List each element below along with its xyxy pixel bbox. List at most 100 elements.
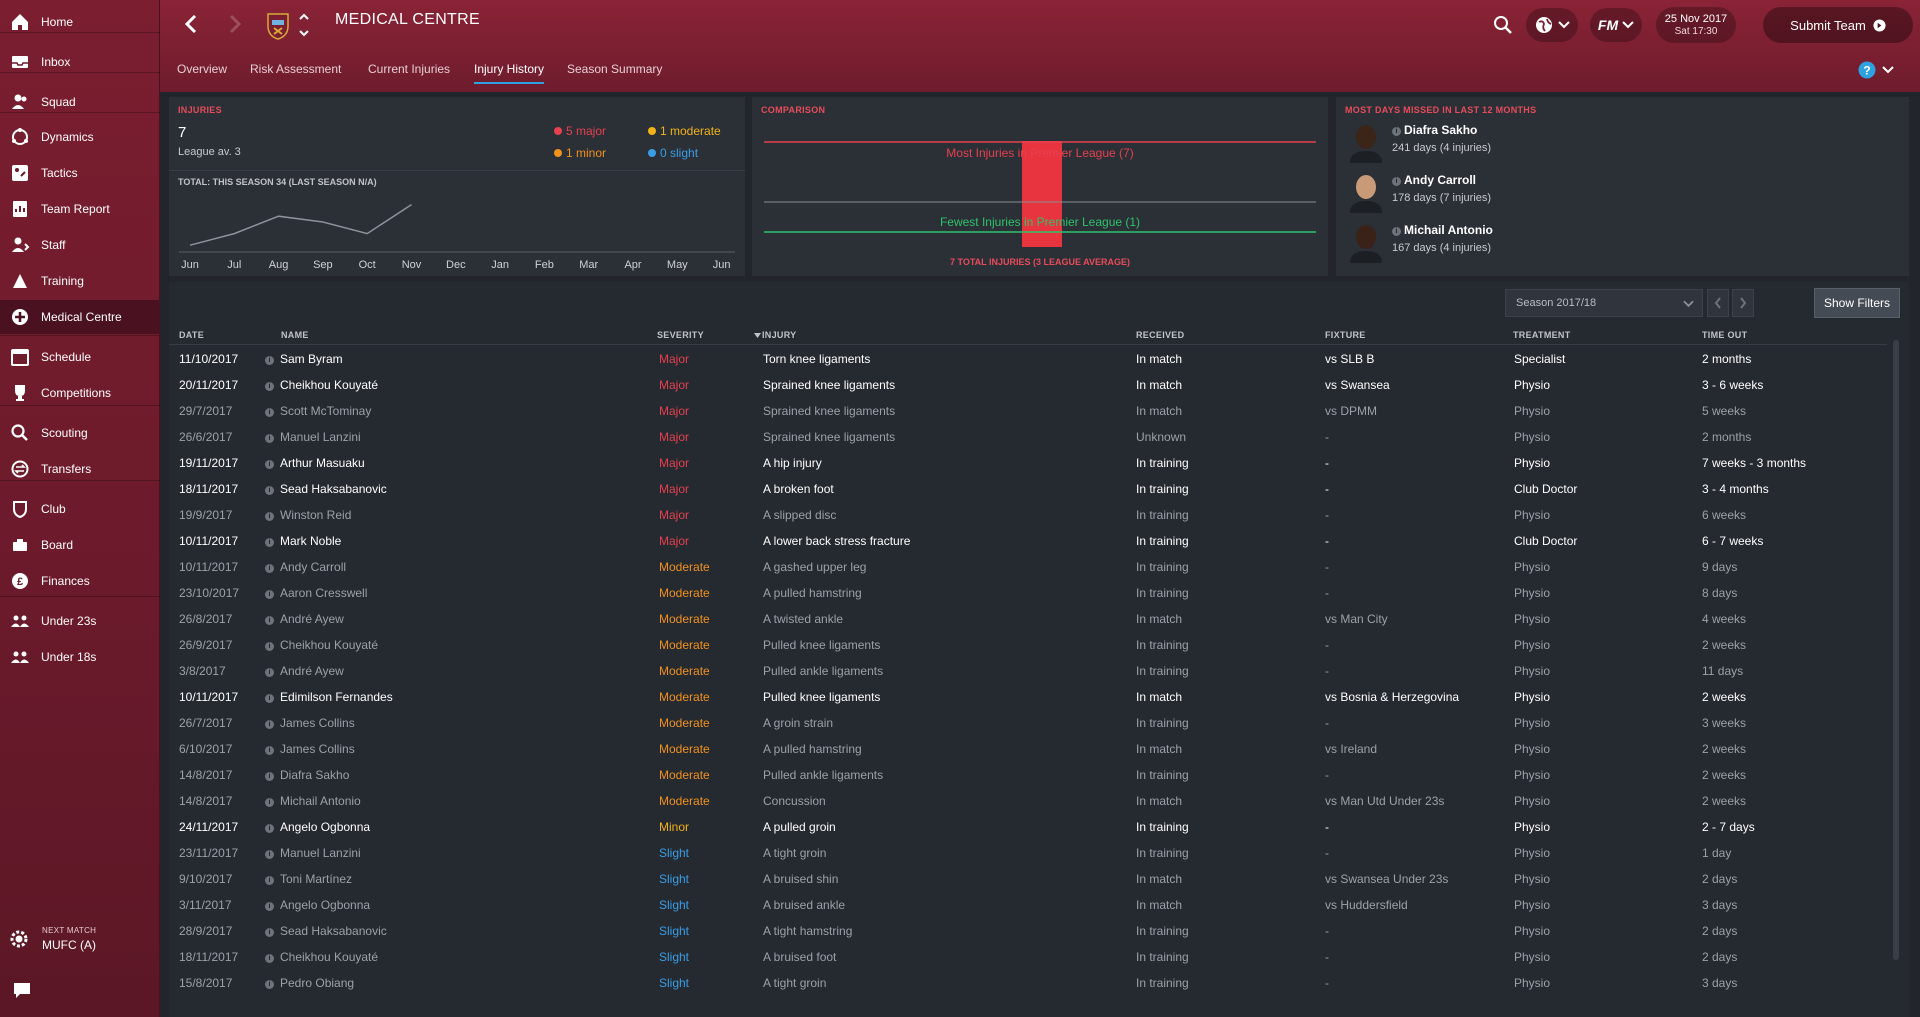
cell-name[interactable]: i Angelo Ogbonna (265, 820, 370, 834)
days-missed-player[interactable]: i Diafra Sakho 241 days (4 injuries) (1346, 119, 1491, 167)
table-row[interactable]: 3/8/2017 i André Ayew Moderate Pulled ankle … (169, 658, 1887, 684)
tab-risk-assessment[interactable]: Risk Assessment (250, 62, 341, 82)
sidebar-item-medical-centre[interactable]: Medical Centre (0, 300, 160, 334)
chat-bubble-icon[interactable] (12, 980, 32, 1000)
player-name[interactable]: James Collins (280, 742, 355, 756)
sidebar-item-under-23s[interactable]: Under 23s (0, 604, 160, 638)
sidebar-item-under-18s[interactable]: Under 18s (0, 640, 160, 674)
club-switch-chevrons-icon[interactable] (298, 12, 310, 38)
col-date[interactable]: DATE (179, 330, 204, 340)
info-icon[interactable]: i (265, 720, 274, 729)
cell-name[interactable]: i Michail Antonio (265, 794, 361, 808)
player-name[interactable]: Cheikhou Kouyaté (280, 638, 378, 652)
world-button[interactable] (1526, 8, 1578, 42)
search-icon[interactable] (1493, 15, 1513, 35)
col-fixture[interactable]: FIXTURE (1325, 330, 1366, 340)
cell-name[interactable]: i Cheikhou Kouyaté (265, 638, 378, 652)
help-icon[interactable]: ? (1858, 61, 1876, 79)
info-icon[interactable]: i (265, 694, 274, 703)
player-name[interactable]: Aaron Cresswell (280, 586, 367, 600)
player-name[interactable]: James Collins (280, 716, 355, 730)
info-icon[interactable]: i (265, 954, 274, 963)
table-row[interactable]: 26/8/2017 i André Ayew Moderate A twisted an… (169, 606, 1887, 632)
sidebar-item-board[interactable]: Board (0, 528, 160, 562)
player-name[interactable]: Sam Byram (280, 352, 343, 366)
table-row[interactable]: 3/11/2017 i Angelo Ogbonna Slight A bruised … (169, 892, 1887, 918)
player-name[interactable]: Edimilson Fernandes (280, 690, 393, 704)
cell-name[interactable]: i Sead Haksabanovic (265, 924, 387, 938)
game-date[interactable]: 25 Nov 2017 Sat 17:30 (1656, 7, 1736, 43)
table-row[interactable]: 9/10/2017 i Toni Martínez Slight A bruised s… (169, 866, 1887, 892)
submit-team-button[interactable]: Submit Team (1763, 7, 1913, 43)
col-treatment[interactable]: TREATMENT (1513, 330, 1571, 340)
sidebar-item-tactics[interactable]: Tactics (0, 156, 160, 190)
player-name[interactable]: Cheikhou Kouyaté (280, 378, 378, 392)
table-row[interactable]: 23/11/2017 i Manuel Lanzini Slight A tight g… (169, 840, 1887, 866)
info-icon[interactable]: i (265, 980, 274, 989)
sidebar-item-inbox[interactable]: Inbox (0, 45, 160, 79)
cell-name[interactable]: i Cheikhou Kouyaté (265, 378, 378, 392)
next-match[interactable]: NEXT MATCH MUFC (A) (8, 926, 96, 952)
info-icon[interactable]: i (1392, 177, 1401, 186)
player-name[interactable]: Cheikhou Kouyaté (280, 950, 378, 964)
info-icon[interactable]: i (265, 642, 274, 651)
col-severity[interactable]: SEVERITY (657, 330, 704, 340)
info-icon[interactable]: i (265, 356, 274, 365)
player-name[interactable]: Angelo Ogbonna (280, 898, 370, 912)
info-icon[interactable]: i (265, 772, 274, 781)
player-name[interactable]: Arthur Masuaku (280, 456, 365, 470)
col-name[interactable]: NAME (281, 330, 309, 340)
sidebar-item-staff[interactable]: Staff (0, 228, 160, 262)
table-row[interactable]: 11/10/2017 i Sam Byram Major Torn knee ligam… (169, 346, 1887, 372)
info-icon[interactable]: i (265, 798, 274, 807)
info-icon[interactable]: i (265, 850, 274, 859)
info-icon[interactable]: i (265, 902, 274, 911)
cell-name[interactable]: i James Collins (265, 716, 355, 730)
cell-name[interactable]: i Arthur Masuaku (265, 456, 365, 470)
cell-name[interactable]: i Cheikhou Kouyaté (265, 950, 378, 964)
cell-name[interactable]: i Scott McTominay (265, 404, 371, 418)
cell-name[interactable]: i Mark Noble (265, 534, 341, 548)
back-arrow-icon[interactable] (180, 12, 204, 36)
player-name[interactable]: Angelo Ogbonna (280, 820, 370, 834)
days-missed-player[interactable]: i Andy Carroll 178 days (7 injuries) (1346, 169, 1491, 217)
cell-name[interactable]: i Manuel Lanzini (265, 846, 361, 860)
cell-name[interactable]: i André Ayew (265, 664, 344, 678)
cell-name[interactable]: i Sam Byram (265, 352, 343, 366)
cell-name[interactable]: i Manuel Lanzini (265, 430, 361, 444)
info-icon[interactable]: i (1392, 227, 1401, 236)
chevron-down-icon[interactable] (1882, 66, 1894, 74)
info-icon[interactable]: i (265, 486, 274, 495)
sidebar-item-squad[interactable]: Squad (0, 85, 160, 119)
table-row[interactable]: 29/7/2017 i Scott McTominay Major Sprained k… (169, 398, 1887, 424)
fm-menu-button[interactable]: FM (1590, 8, 1642, 42)
table-row[interactable]: 19/11/2017 i Arthur Masuaku Major A hip inju… (169, 450, 1887, 476)
tab-overview[interactable]: Overview (177, 62, 227, 82)
player-name[interactable]: André Ayew (280, 664, 344, 678)
player-name[interactable]: Manuel Lanzini (280, 430, 361, 444)
sidebar-item-training[interactable]: Training (0, 264, 160, 298)
table-row[interactable]: 20/11/2017 i Cheikhou Kouyaté Major Sprained… (169, 372, 1887, 398)
table-row[interactable]: 6/10/2017 i James Collins Moderate A pulled … (169, 736, 1887, 762)
table-row[interactable]: 18/11/2017 i Cheikhou Kouyaté Slight A bruis… (169, 944, 1887, 970)
info-icon[interactable]: i (1392, 127, 1401, 136)
cell-name[interactable]: i André Ayew (265, 612, 344, 626)
cell-name[interactable]: i Sead Haksabanovic (265, 482, 387, 496)
cell-name[interactable]: i Edimilson Fernandes (265, 690, 393, 704)
player-name[interactable]: Michail Antonio (280, 794, 361, 808)
cell-name[interactable]: i Aaron Cresswell (265, 586, 367, 600)
player-name[interactable]: André Ayew (280, 612, 344, 626)
col-injury[interactable]: INJURY (754, 330, 796, 340)
sidebar-item-club[interactable]: Club (0, 492, 160, 526)
info-icon[interactable]: i (265, 616, 274, 625)
season-select[interactable]: Season 2017/18 (1505, 289, 1703, 317)
table-row[interactable]: 18/11/2017 i Sead Haksabanovic Major A broke… (169, 476, 1887, 502)
show-filters-button[interactable]: Show Filters (1814, 288, 1900, 318)
player-name[interactable]: Winston Reid (280, 508, 351, 522)
table-row[interactable]: 10/11/2017 i Andy Carroll Moderate A gashed … (169, 554, 1887, 580)
table-row[interactable]: 26/6/2017 i Manuel Lanzini Major Sprained kn… (169, 424, 1887, 450)
col-time-out[interactable]: TIME OUT (1702, 330, 1747, 340)
sidebar-item-team-report[interactable]: Team Report (0, 192, 160, 226)
table-row[interactable]: 28/9/2017 i Sead Haksabanovic Slight A tight… (169, 918, 1887, 944)
sidebar-item-scouting[interactable]: Scouting (0, 416, 160, 450)
